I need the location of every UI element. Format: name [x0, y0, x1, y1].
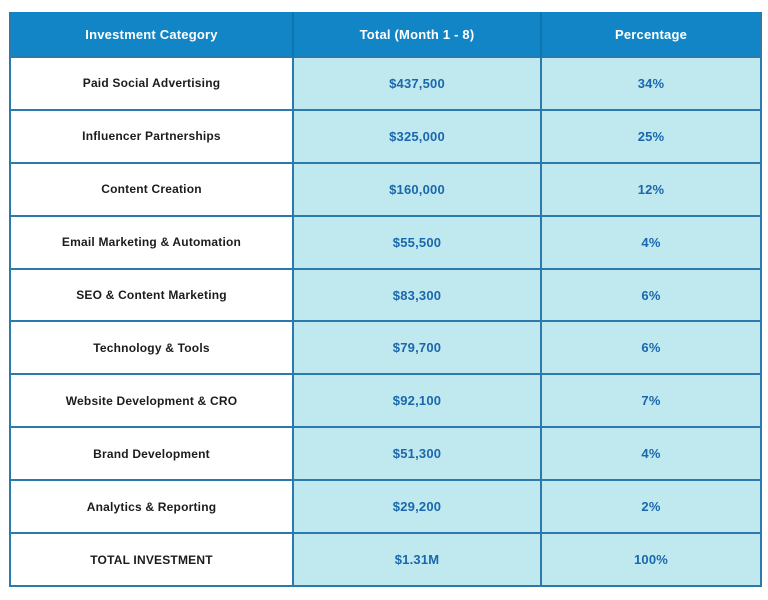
category-cell: Technology & Tools	[11, 322, 292, 376]
table-row: Email Marketing & Automation $55,500 4%	[11, 216, 760, 270]
category-cell: Brand Development	[11, 428, 292, 482]
table-header-row: Investment Category Total (Month 1 - 8) …	[11, 12, 760, 58]
total-investment-amount-cell: $1.31M	[292, 534, 540, 587]
total-cell: $51,300	[292, 428, 540, 482]
category-cell: Influencer Partnerships	[11, 110, 292, 164]
table-row: Brand Development $51,300 4%	[11, 428, 760, 482]
category-cell: Email Marketing & Automation	[11, 216, 292, 270]
category-cell: SEO & Content Marketing	[11, 269, 292, 323]
percentage-cell: 25%	[540, 110, 760, 164]
percentage-cell: 4%	[540, 428, 760, 482]
investment-summary-table: Investment Category Total (Month 1 - 8) …	[9, 12, 762, 587]
total-cell: $83,300	[292, 269, 540, 323]
table-row: Influencer Partnerships $325,000 25%	[11, 110, 760, 164]
category-cell: Website Development & CRO	[11, 375, 292, 429]
category-cell: Content Creation	[11, 163, 292, 217]
total-investment-percentage-cell: 100%	[540, 534, 760, 587]
total-cell: $29,200	[292, 481, 540, 535]
percentage-cell: 6%	[540, 269, 760, 323]
total-cell: $92,100	[292, 375, 540, 429]
total-cell: $325,000	[292, 110, 540, 164]
percentage-cell: 34%	[540, 58, 760, 111]
table-row: Analytics & Reporting $29,200 2%	[11, 481, 760, 535]
category-cell: Analytics & Reporting	[11, 481, 292, 535]
table-row-total: TOTAL INVESTMENT $1.31M 100%	[11, 534, 760, 587]
column-header-investment-category: Investment Category	[11, 12, 292, 58]
total-cell: $437,500	[292, 58, 540, 111]
table-row: Technology & Tools $79,700 6%	[11, 322, 760, 376]
table-row: Paid Social Advertising $437,500 34%	[11, 58, 760, 111]
category-cell: Paid Social Advertising	[11, 58, 292, 111]
column-header-percentage: Percentage	[540, 12, 760, 58]
total-investment-label-cell: TOTAL INVESTMENT	[11, 534, 292, 587]
percentage-cell: 2%	[540, 481, 760, 535]
table-row: Content Creation $160,000 12%	[11, 163, 760, 217]
table-row: Website Development & CRO $92,100 7%	[11, 375, 760, 429]
percentage-cell: 7%	[540, 375, 760, 429]
total-cell: $160,000	[292, 163, 540, 217]
total-cell: $55,500	[292, 216, 540, 270]
percentage-cell: 6%	[540, 322, 760, 376]
total-cell: $79,700	[292, 322, 540, 376]
column-header-total-month-1-8: Total (Month 1 - 8)	[292, 12, 540, 58]
table-row: SEO & Content Marketing $83,300 6%	[11, 269, 760, 323]
percentage-cell: 4%	[540, 216, 760, 270]
percentage-cell: 12%	[540, 163, 760, 217]
